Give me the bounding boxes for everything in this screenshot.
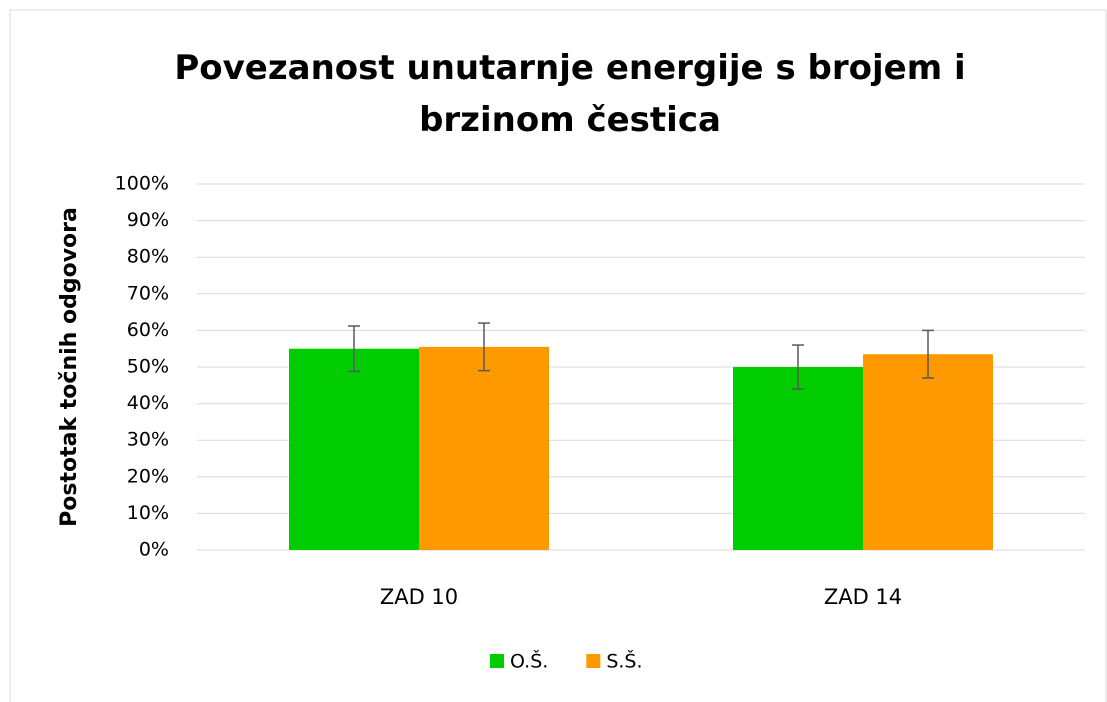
y-tick-label: 30% (127, 429, 169, 451)
error-bar (478, 322, 490, 372)
chart-border (9, 9, 1107, 702)
y-tick-label: 20% (127, 465, 169, 487)
error-bar (922, 329, 934, 379)
y-tick-label: 10% (127, 502, 169, 524)
y-tick-label: 90% (127, 209, 169, 231)
y-tick-label: 0% (139, 539, 169, 561)
bar (733, 367, 863, 550)
y-axis-label: Postotak točnih odgovora (57, 207, 82, 527)
y-tick-label: 60% (127, 319, 169, 341)
legend-label: O.Š. (510, 649, 548, 673)
bar (863, 354, 993, 550)
legend-swatch (490, 654, 504, 668)
error-bar (348, 325, 360, 373)
y-tick-label: 70% (127, 282, 169, 304)
bar (419, 346, 549, 550)
y-tick-label: 80% (127, 246, 169, 268)
x-tick-label: ZAD 14 (824, 585, 902, 609)
y-tick-label: 40% (127, 392, 169, 414)
bar (289, 348, 419, 550)
error-bar (792, 344, 804, 390)
x-tick-label: ZAD 10 (380, 585, 458, 609)
legend-label: S.Š. (606, 649, 642, 673)
legend-swatch (586, 654, 601, 668)
y-tick-label: 50% (127, 356, 169, 378)
chart-title: Povezanost unutarnje energije s brojem i… (174, 48, 966, 140)
y-tick-label: 100% (115, 173, 169, 195)
